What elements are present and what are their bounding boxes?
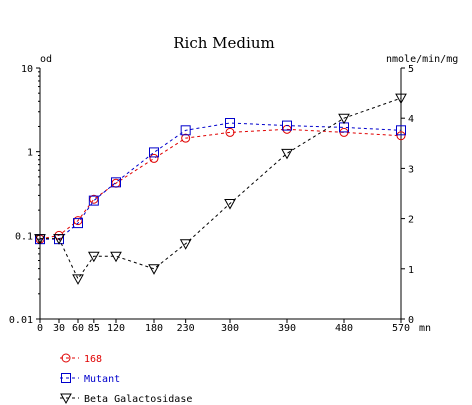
series-2-point-0	[34, 234, 46, 245]
series-line-2	[40, 97, 402, 280]
series-1-point-8	[282, 120, 292, 131]
series-0-point-5	[149, 153, 159, 163]
series-1-point-4	[111, 177, 121, 188]
x-tick-label-2: 60	[72, 323, 84, 334]
y-right-tick-label-1: 1	[408, 265, 414, 276]
y-right-tick-label-4: 4	[408, 114, 414, 125]
y-left-tick-label-0: 10	[21, 64, 33, 75]
x-tick-label-3: 85	[88, 323, 100, 334]
x-tick-label-0: 0	[37, 323, 43, 334]
x-tick-label-1: 30	[53, 323, 65, 334]
series-1-point-2	[73, 218, 83, 229]
series-2-point-3	[87, 251, 100, 263]
x-axis-unit-label: mn	[419, 323, 431, 334]
x-tick-label-4: 120	[107, 323, 125, 334]
series-line-0	[39, 128, 402, 240]
x-tick-label-8: 390	[278, 323, 296, 334]
series-0-point-10	[396, 131, 406, 141]
y-right-axis-label: nmole/min/mg	[386, 54, 458, 65]
series-line-1	[40, 122, 402, 240]
y-left-axis-label: od	[40, 54, 52, 65]
series-2-point-10	[395, 93, 407, 105]
series-2-point-8	[281, 148, 293, 160]
legend-label-0: 168	[84, 354, 102, 365]
series-2-point-9	[338, 113, 350, 125]
x-tick-label-6: 230	[177, 323, 195, 334]
y-right-tick-label-0: 0	[408, 315, 414, 326]
x-tick-label-9: 480	[335, 323, 353, 334]
series-2-point-2	[72, 274, 84, 285]
legend-label-2: Beta Galactosidase	[84, 394, 192, 405]
y-left-tick-label-3: 0.01	[9, 315, 33, 326]
y-right-tick-label-2: 2	[408, 215, 414, 226]
y-right-tick-label-3: 3	[408, 164, 414, 175]
series-1-point-3	[88, 195, 99, 206]
series-0-point-7	[225, 127, 235, 137]
series-2-point-7	[224, 199, 236, 210]
chart-title: Rich Medium	[173, 34, 274, 52]
y-right-tick-label-5: 5	[408, 64, 414, 75]
series-1-point-5	[149, 147, 159, 158]
plot-layer	[34, 93, 407, 285]
legend-label-1: Mutant	[84, 374, 120, 385]
series-1-point-7	[225, 118, 235, 129]
x-tick-label-5: 180	[145, 323, 163, 334]
series-2-point-6	[179, 239, 192, 250]
series-0-point-6	[181, 133, 191, 143]
series-1-point-10	[396, 125, 406, 136]
series-2-point-5	[148, 264, 160, 275]
y-left-tick-label-2: 0.1	[15, 231, 33, 242]
legend-marker-0	[61, 353, 71, 363]
series-2-point-1	[53, 234, 65, 245]
series-2-point-4	[110, 251, 122, 263]
y-left-tick-label-1: 1	[27, 148, 33, 159]
x-tick-label-7: 300	[221, 323, 239, 334]
series-1-point-6	[180, 125, 191, 136]
legend-marker-2	[60, 393, 72, 405]
legend: 168 Mutant Beta Galactosidase	[60, 353, 192, 405]
legend-marker-1	[61, 373, 71, 383]
x-tick-label-10: 570	[392, 323, 410, 334]
